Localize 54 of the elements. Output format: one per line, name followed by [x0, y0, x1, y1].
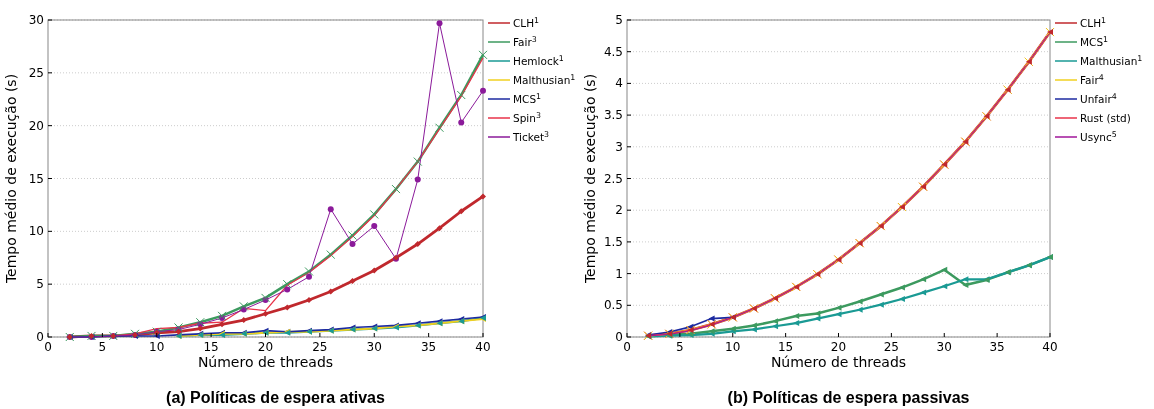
x-tick-label: 25	[312, 340, 328, 354]
y-tick-label: 25	[28, 65, 44, 80]
legend-label: Usync$^{5}$	[1080, 129, 1117, 143]
legend-label: Fair$^{3}$	[513, 34, 537, 48]
y-tick-label: 1	[615, 266, 623, 281]
x-tick-label: 5	[676, 340, 684, 354]
y-tick-label: 15	[28, 171, 44, 186]
x-tick-label: 20	[830, 340, 847, 354]
text: (b) Políticas de espera passivas	[727, 389, 970, 406]
x-tick-label: 25	[883, 340, 900, 354]
y-tick-label: 1.5	[603, 234, 623, 249]
x-tick-label: 40	[1042, 340, 1058, 354]
y-tick-label: 5	[36, 277, 44, 292]
x-tick-label: 5	[98, 340, 107, 354]
y-axis-title: Tempo médio de execução (s)	[3, 73, 19, 285]
y-tick-label: 2	[615, 203, 623, 218]
text: (a) Políticas de espera ativas	[166, 389, 385, 406]
legend-label: MCS$^{1}$	[1080, 34, 1109, 48]
y-tick-label: 3.5	[603, 108, 623, 123]
x-tick-label: 35	[420, 340, 437, 354]
x-tick-label: 15	[777, 340, 794, 354]
legend-label: Spin$^{3}$	[513, 110, 541, 124]
x-tick-label: 35	[989, 340, 1005, 354]
legend-label: CLH$^{1}$	[1080, 15, 1107, 29]
y-tick-label: 4.5	[603, 44, 623, 59]
x-tick-label: 15	[203, 340, 219, 354]
y-tick-label: 0	[615, 330, 623, 344]
x-tick-label: 10	[725, 340, 741, 354]
legend-label: Malthusian$^{1}$	[513, 72, 576, 86]
y-tick-label: 30	[28, 13, 44, 27]
x-axis-title: Número de threads	[197, 354, 334, 370]
y-tick-label: 0	[36, 330, 44, 344]
y-tick-label: 5	[615, 13, 623, 27]
y-tick-label: 20	[28, 118, 44, 133]
legend-label: Unfair$^{4}$	[1080, 91, 1117, 105]
y-tick-label: 4	[615, 76, 623, 91]
x-tick-label: 20	[257, 340, 274, 354]
y-tick-label: 10	[28, 224, 44, 239]
legend-label: Ticket$^{3}$	[512, 129, 550, 143]
legend-label: CLH$^{1}$	[513, 15, 540, 29]
legend-label: Hemlock$^{1}$	[513, 53, 564, 67]
y-tick-label: 0.5	[603, 298, 623, 313]
y-tick-label: 2.5	[603, 171, 623, 186]
x-tick-label: 30	[936, 340, 952, 354]
x-tick-label: 30	[366, 340, 382, 354]
legend-label: MCS$^{1}$	[513, 91, 542, 105]
legend-label: Rust (std)	[1080, 112, 1131, 124]
y-axis-title: Tempo médio de execução (s)	[582, 73, 598, 285]
legend-label: Fair$^{4}$	[1080, 72, 1104, 86]
x-tick-label: 40	[475, 340, 491, 354]
legend-label: Malthusian$^{1}$	[1080, 53, 1143, 67]
y-tick-label: 3	[615, 139, 623, 154]
x-axis-title: Número de threads	[770, 354, 907, 370]
x-tick-label: 10	[149, 340, 165, 354]
